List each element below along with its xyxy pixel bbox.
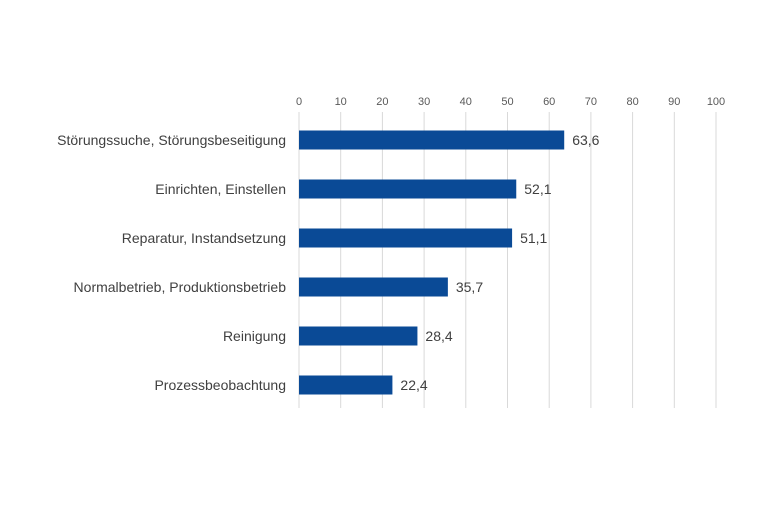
x-tick-label-50: 50 — [501, 96, 513, 108]
category-label-5: Reinigung — [223, 328, 286, 344]
value-label-1: 63,6 — [572, 132, 599, 148]
category-label-6: Prozessbeobachtung — [154, 377, 286, 393]
category-label-3: Reparatur, Instandsetzung — [122, 230, 286, 246]
x-tick-label-10: 10 — [335, 96, 347, 108]
x-tick-label-80: 80 — [626, 96, 638, 108]
value-labels: 63,6 52,1 51,1 35,7 28,4 22,4 — [400, 132, 599, 393]
category-label-4: Normalbetrieb, Produktionsbetrieb — [74, 279, 287, 295]
value-label-4: 35,7 — [456, 279, 483, 295]
x-tick-label-20: 20 — [376, 96, 388, 108]
value-label-3: 51,1 — [520, 230, 547, 246]
value-label-2: 52,1 — [524, 181, 551, 197]
x-tick-label-90: 90 — [668, 96, 680, 108]
bar-1 — [299, 130, 565, 150]
x-axis-ticks: 0 10 20 30 40 50 60 70 80 90 100 — [296, 96, 725, 108]
bar-6 — [299, 375, 393, 395]
x-tick-label-40: 40 — [460, 96, 472, 108]
x-tick-label-70: 70 — [585, 96, 597, 108]
category-label-2: Einrichten, Einstellen — [155, 181, 286, 197]
category-labels: Störungssuche, Störungsbeseitigung Einric… — [57, 132, 286, 393]
category-label-1: Störungssuche, Störungsbeseitigung — [57, 132, 286, 148]
x-tick-label-60: 60 — [543, 96, 555, 108]
x-tick-label-0: 0 — [296, 96, 302, 108]
bar-2 — [299, 179, 517, 199]
x-tick-label-30: 30 — [418, 96, 430, 108]
value-label-6: 22,4 — [400, 377, 427, 393]
bar-4 — [299, 277, 448, 297]
bars — [299, 130, 565, 395]
value-label-5: 28,4 — [425, 328, 452, 344]
bar-3 — [299, 228, 513, 248]
x-tick-label-100: 100 — [707, 96, 725, 108]
bar-5 — [299, 326, 418, 346]
gridlines — [298, 112, 717, 408]
